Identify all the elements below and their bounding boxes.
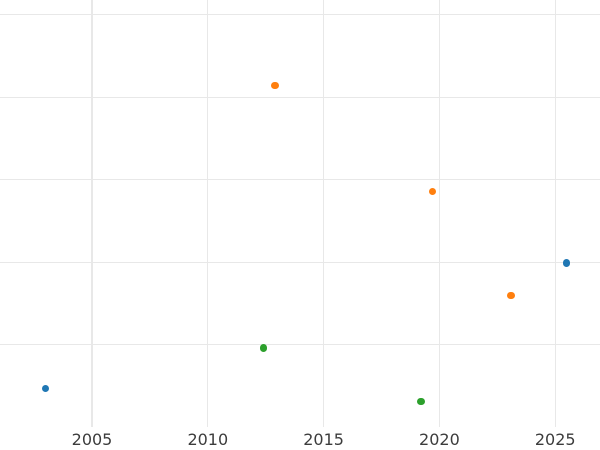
- gridline-horizontal: [0, 96, 600, 98]
- scatter-point-orange: [428, 187, 437, 195]
- scatter-point-green: [417, 397, 425, 406]
- scatter-point-orange: [507, 291, 515, 299]
- x-tick-label: 2015: [303, 430, 344, 449]
- gridline-horizontal: [0, 179, 600, 181]
- gridline-horizontal: [0, 261, 600, 263]
- x-tick-label: 2025: [534, 430, 576, 449]
- scatter-point-blue: [41, 384, 50, 393]
- scatter-point-orange: [271, 81, 279, 90]
- gridline-vertical: [91, 0, 93, 428]
- gridline-vertical: [554, 0, 556, 428]
- scatter-point-green: [259, 344, 268, 352]
- gridline-vertical: [438, 0, 441, 428]
- gridline-horizontal: [0, 344, 600, 346]
- scatter-point-blue: [563, 259, 571, 267]
- x-tick-label: 2020: [419, 430, 460, 449]
- x-tick-label: 2005: [71, 430, 113, 449]
- x-tick-label: 2010: [187, 430, 229, 449]
- gridline-horizontal: [0, 14, 600, 16]
- gridline-vertical: [207, 0, 209, 428]
- gridline-vertical: [322, 0, 325, 428]
